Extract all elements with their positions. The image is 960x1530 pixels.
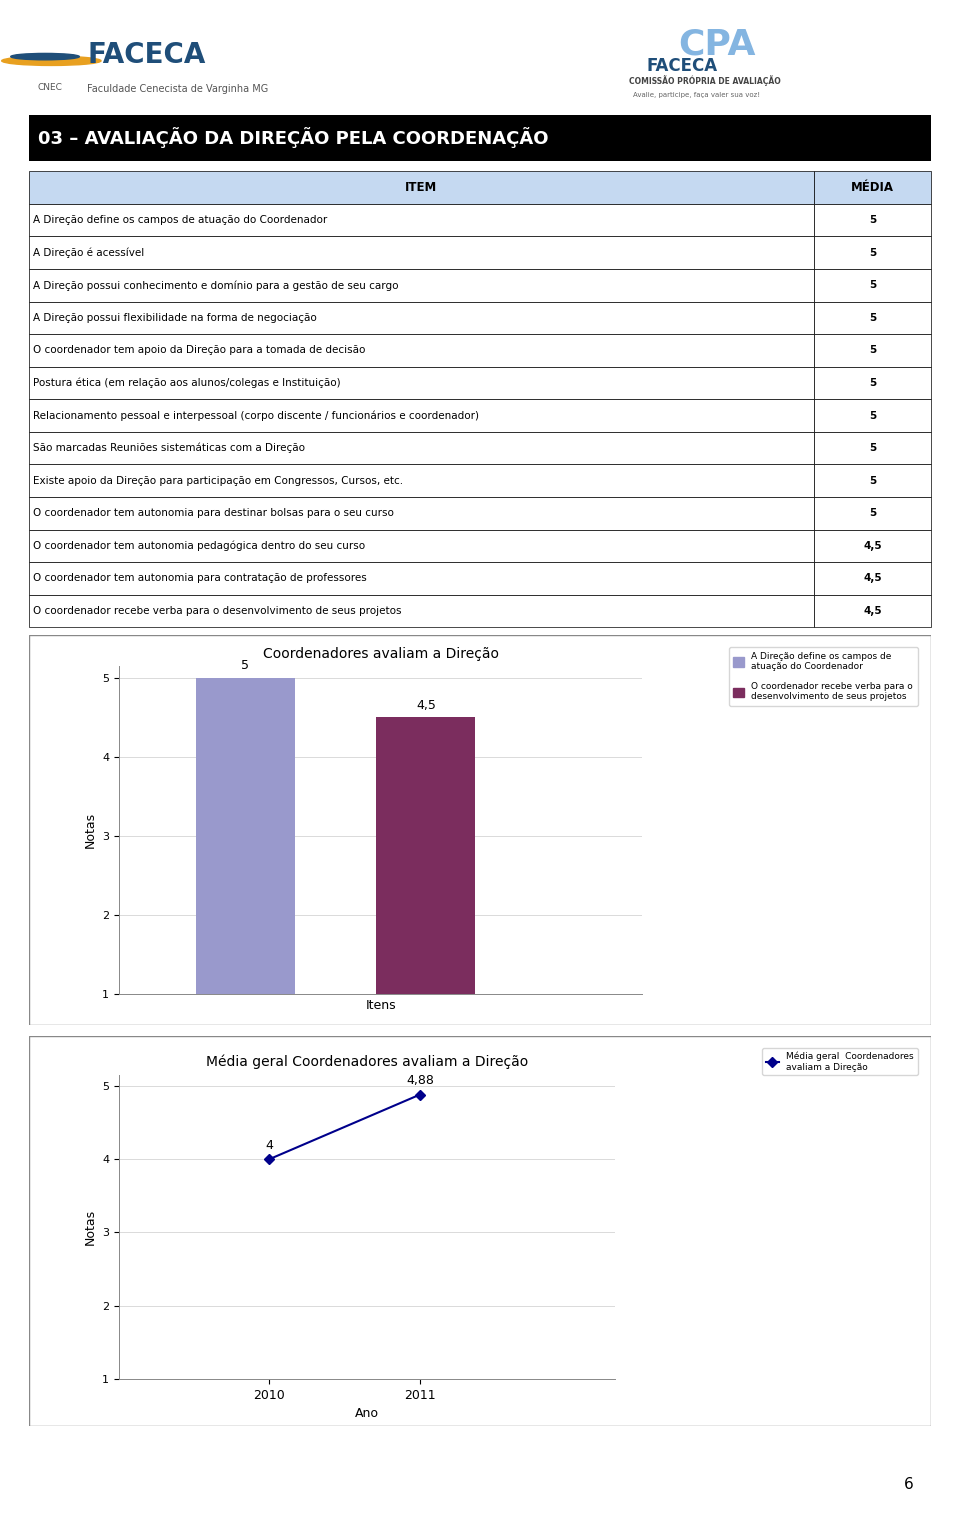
Bar (29, 465, 814, 497)
Text: 5: 5 (869, 378, 876, 389)
Legend: A Direção define os campos de
atuação do Coordenador, O coordenador recebe verba: A Direção define os campos de atuação do… (729, 647, 918, 705)
Bar (29, 269, 814, 301)
Text: O coordenador tem apoio da Direção para a tomada de decisão: O coordenador tem apoio da Direção para … (34, 346, 366, 355)
Bar (814, 269, 931, 301)
Bar (29, 529, 814, 562)
Text: FACECA: FACECA (87, 41, 205, 69)
Text: FACECA: FACECA (647, 57, 718, 75)
Text: 5: 5 (869, 216, 876, 225)
Text: Existe apoio da Direção para participação em Congressos, Cursos, etc.: Existe apoio da Direção para participaçã… (34, 476, 403, 485)
Text: 6: 6 (903, 1476, 913, 1492)
Text: Avalie, participe, faça valer sua voz!: Avalie, participe, faça valer sua voz! (634, 92, 760, 98)
Bar (29, 367, 814, 399)
Text: 4,5: 4,5 (863, 542, 882, 551)
Text: O coordenador tem autonomia para destinar bolsas para o seu curso: O coordenador tem autonomia para destina… (34, 508, 395, 519)
Text: O coordenador tem autonomia para contratação de professores: O coordenador tem autonomia para contrat… (34, 574, 367, 583)
Text: 5: 5 (869, 444, 876, 453)
Text: COMISSÃO PRÓPRIA DE AVALIAÇÃO: COMISSÃO PRÓPRIA DE AVALIAÇÃO (629, 75, 780, 86)
Text: 5: 5 (869, 508, 876, 519)
Text: ITEM: ITEM (405, 181, 438, 194)
Text: CPA: CPA (679, 28, 756, 61)
Bar (814, 399, 931, 431)
Bar (814, 497, 931, 529)
Bar (29, 171, 814, 203)
Bar (29, 237, 814, 269)
Bar (814, 595, 931, 627)
Text: A Direção possui flexibilidade na forma de negociação: A Direção possui flexibilidade na forma … (34, 314, 317, 323)
Text: A Direção define os campos de atuação do Coordenador: A Direção define os campos de atuação do… (34, 216, 327, 225)
Bar (814, 431, 931, 465)
Text: 5: 5 (869, 248, 876, 257)
Bar (814, 203, 931, 237)
Text: 4,5: 4,5 (863, 606, 882, 617)
Bar (814, 171, 931, 203)
Bar (29, 497, 814, 529)
Text: A Direção possui conhecimento e domínio para a gestão de seu cargo: A Direção possui conhecimento e domínio … (34, 280, 398, 291)
Bar (814, 334, 931, 367)
Text: Postura ética (em relação aos alunos/colegas e Instituição): Postura ética (em relação aos alunos/col… (34, 378, 341, 389)
Bar (29, 431, 814, 465)
Text: Relacionamento pessoal e interpessoal (corpo discente / funcionários e coordenad: Relacionamento pessoal e interpessoal (c… (34, 410, 479, 421)
Bar (29, 595, 814, 627)
Bar (814, 367, 931, 399)
Bar (814, 301, 931, 334)
Text: CNEC: CNEC (37, 83, 62, 92)
Bar (29, 334, 814, 367)
Text: São marcadas Reuniões sistemáticas com a Direção: São marcadas Reuniões sistemáticas com a… (34, 442, 305, 453)
Text: 5: 5 (869, 410, 876, 421)
Bar (814, 465, 931, 497)
Text: 5: 5 (869, 314, 876, 323)
Text: A Direção é acessível: A Direção é acessível (34, 248, 145, 259)
Text: Faculdade Cenecista de Varginha MG: Faculdade Cenecista de Varginha MG (87, 84, 269, 95)
Text: 4,5: 4,5 (863, 574, 882, 583)
Bar (814, 529, 931, 562)
Bar (29, 399, 814, 431)
Text: 5: 5 (869, 280, 876, 291)
Text: O coordenador recebe verba para o desenvolvimento de seus projetos: O coordenador recebe verba para o desenv… (34, 606, 402, 617)
Text: MÉDIA: MÉDIA (852, 181, 894, 194)
Text: 5: 5 (869, 346, 876, 355)
Bar (29, 562, 814, 595)
Text: O coordenador tem autonomia pedagógica dentro do seu curso: O coordenador tem autonomia pedagógica d… (34, 540, 366, 551)
Bar (29, 301, 814, 334)
Text: 03 – AVALIAÇÃO DA DIREÇÃO PELA COORDENAÇÃO: 03 – AVALIAÇÃO DA DIREÇÃO PELA COORDENAÇ… (37, 127, 548, 148)
Text: 5: 5 (869, 476, 876, 485)
Circle shape (11, 54, 80, 60)
Legend: Média geral  Coordenadores
avaliam a Direção: Média geral Coordenadores avaliam a Dire… (762, 1048, 918, 1076)
Circle shape (2, 57, 101, 66)
Bar (29, 203, 814, 237)
Bar (814, 562, 931, 595)
Bar (814, 237, 931, 269)
